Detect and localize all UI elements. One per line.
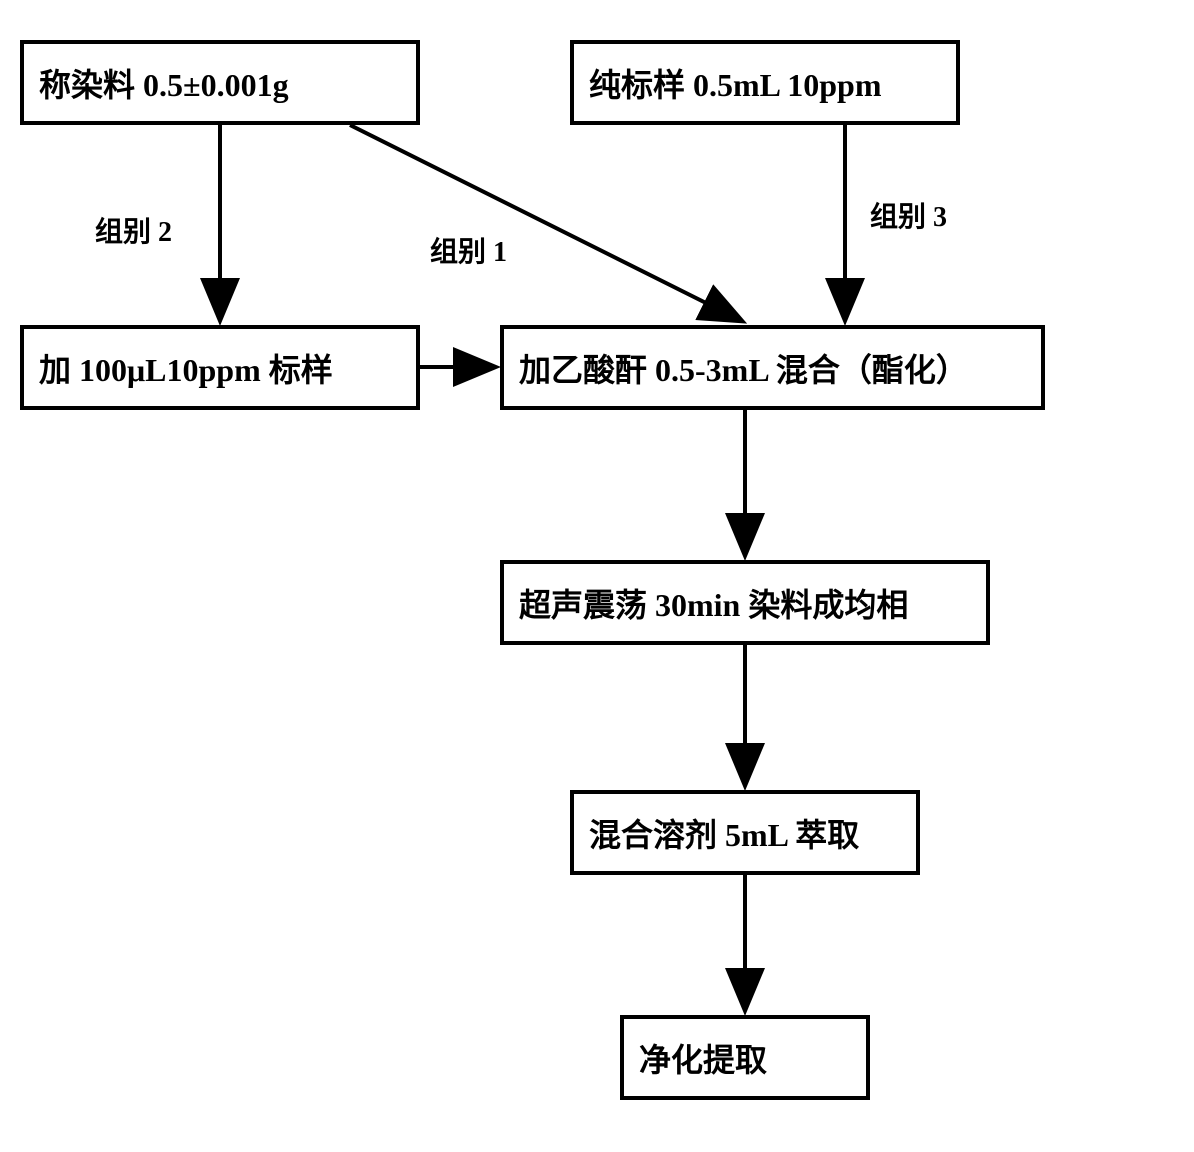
node-purify-extract: 净化提取 <box>620 1015 870 1100</box>
node-add-standard: 加 100μL10ppm 标样 <box>20 325 420 410</box>
node-ultrasonic: 超声震荡 30min 染料成均相 <box>500 560 990 645</box>
node-label: 混合溶剂 5mL 萃取 <box>589 810 859 856</box>
node-label: 纯标样 0.5mL 10ppm <box>589 60 882 106</box>
node-label: 加 100μL10ppm 标样 <box>39 345 333 391</box>
node-add-acetic-anhydride: 加乙酸酐 0.5-3mL 混合（酯化） <box>500 325 1045 410</box>
node-label: 称染料 0.5±0.001g <box>39 60 289 106</box>
edge-n1-n4 <box>350 125 740 320</box>
edge-label-group3: 组别 3 <box>870 195 947 235</box>
node-label: 超声震荡 30min 染料成均相 <box>519 580 908 626</box>
node-label: 净化提取 <box>639 1035 767 1081</box>
node-weigh-dye: 称染料 0.5±0.001g <box>20 40 420 125</box>
edge-label-group1: 组别 1 <box>430 230 507 270</box>
node-pure-standard: 纯标样 0.5mL 10ppm <box>570 40 960 125</box>
edge-label-group2: 组别 2 <box>95 210 172 250</box>
node-mixed-solvent: 混合溶剂 5mL 萃取 <box>570 790 920 875</box>
node-label: 加乙酸酐 0.5-3mL 混合（酯化） <box>519 345 968 391</box>
